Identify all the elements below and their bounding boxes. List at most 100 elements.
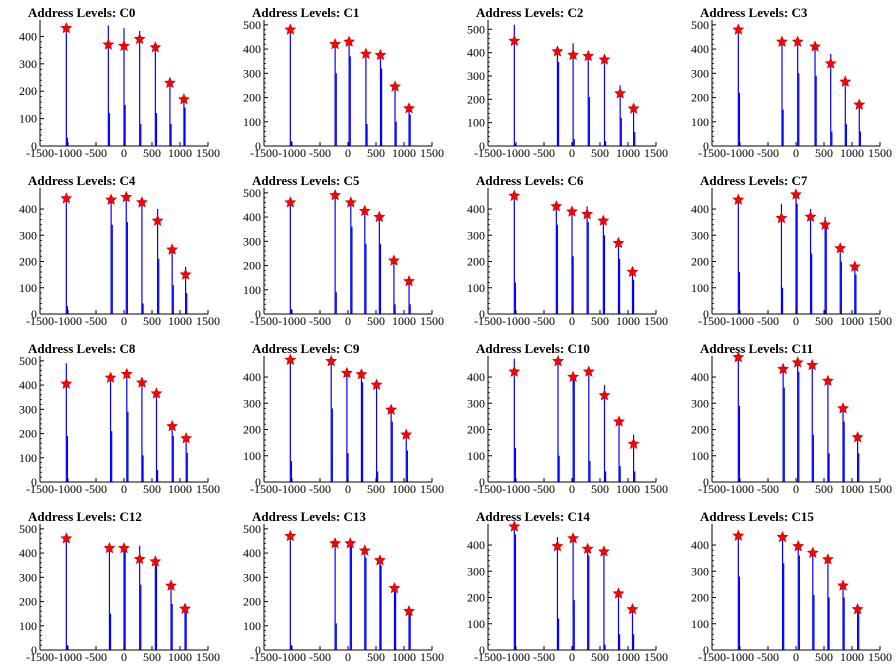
x-tick-label: -500	[85, 482, 107, 496]
peak-marker	[343, 35, 356, 47]
x-tick-label: 1000	[616, 314, 640, 328]
x-tick-label: -500	[757, 314, 779, 328]
chart-svg: 0 100 200 300 400 -1500 -1000 -500 0 500 1000 1500	[691, 188, 892, 328]
peak-marker	[821, 374, 834, 387]
x-tick-label: -500	[757, 146, 779, 160]
peak-marker	[837, 579, 850, 591]
x-tick-label: -500	[85, 146, 107, 160]
peak-marker	[791, 356, 804, 368]
x-tick-label: -500	[309, 146, 331, 160]
x-tick-label: 1000	[616, 650, 640, 664]
x-tick-label: -1000	[726, 314, 754, 328]
y-tick-label: 100	[467, 281, 485, 295]
chart-svg: 0 100 200 300 400 500 -1500 -1000 -500 0 500 1000 15…	[243, 186, 444, 328]
y-tick-label: 100	[467, 617, 485, 631]
peak-marker	[355, 368, 368, 380]
peak-marker	[60, 532, 73, 544]
y-tick-label: 300	[19, 228, 37, 242]
peak-marker	[626, 265, 639, 278]
y-tick-label: 100	[243, 115, 261, 129]
y-tick-label: 400	[467, 370, 485, 384]
y-tick-label: 200	[467, 423, 485, 437]
peak-marker	[613, 415, 626, 427]
x-tick-label: 500	[591, 482, 609, 496]
peak-marker	[325, 354, 338, 367]
peak-marker	[581, 542, 594, 555]
peak-marker	[551, 45, 564, 57]
y-tick-label: 0	[703, 139, 709, 153]
x-tick-label: 0	[345, 650, 351, 664]
chart-panel: Address Levels: C14 0 100 200 300 400 -1500 -10…	[448, 504, 672, 672]
peak-marker	[284, 529, 297, 542]
x-tick-label: 500	[815, 650, 833, 664]
x-tick-label: -1500	[26, 482, 54, 496]
x-tick-label: 0	[121, 650, 127, 664]
chart-title: Address Levels: C14	[476, 509, 590, 524]
y-tick-label: 100	[243, 619, 261, 633]
y-tick-label: 300	[19, 402, 37, 416]
chart-svg: 0 100 200 300 400 500 -1500 -1000 -500 0 500 1000 15…	[19, 522, 220, 664]
y-tick-label: 200	[467, 92, 485, 106]
x-tick-label: 0	[121, 314, 127, 328]
chart-panel: Address Levels: C6 0 100 200 300 400 -1500 -100…	[448, 168, 672, 336]
x-tick-label: 0	[569, 650, 575, 664]
peak-marker	[60, 21, 73, 34]
peak-marker	[403, 102, 416, 114]
x-tick-label: 500	[143, 650, 161, 664]
y-tick-label: 200	[19, 255, 37, 269]
peak-marker	[60, 377, 73, 389]
y-tick-label: 0	[255, 475, 261, 489]
peak-marker	[824, 57, 837, 69]
y-tick-label: 500	[243, 522, 261, 536]
chart-title: Address Levels: C2	[476, 5, 584, 20]
peak-marker	[791, 35, 804, 47]
chart-panel: Address Levels: C1 0 100 200 300 400 500 -1500-…	[224, 0, 448, 168]
chart-title: Address Levels: C9	[252, 341, 360, 356]
peak-marker	[151, 214, 164, 226]
peak-marker	[567, 48, 580, 61]
chart-title: Address Levels: C15	[700, 509, 814, 524]
y-tick-label: 300	[243, 396, 261, 410]
peak-marker	[806, 546, 819, 558]
peak-marker	[851, 431, 864, 443]
chart-panel: Address Levels: C4 0 100 200 300 400 -1500 -100…	[0, 168, 224, 336]
peak-marker	[329, 37, 342, 50]
chart-title: Address Levels: C4	[28, 173, 136, 188]
x-tick-label: -1000	[278, 146, 306, 160]
peak-marker	[853, 98, 866, 110]
x-tick-label: -1500	[698, 482, 726, 496]
x-tick-label: 1500	[196, 314, 220, 328]
chart-svg: 0 100 200 300 400 -1500 -1000 -500 0 500 1000 1500	[467, 520, 668, 664]
peak-marker	[284, 196, 297, 208]
chart-title: Address Levels: C8	[28, 341, 136, 356]
x-tick-label: 0	[793, 314, 799, 328]
y-tick-label: 0	[255, 139, 261, 153]
y-tick-label: 200	[19, 595, 37, 609]
y-tick-label: 0	[479, 307, 485, 321]
chart-title: Address Levels: C5	[252, 173, 360, 188]
x-tick-label: -1500	[250, 482, 278, 496]
peak-marker	[118, 541, 130, 554]
x-tick-label: 1000	[840, 482, 864, 496]
x-tick-label: 500	[815, 146, 833, 160]
peak-marker	[598, 53, 611, 65]
chart-title: Address Levels: C6	[476, 173, 584, 188]
x-tick-label: -500	[309, 314, 331, 328]
peak-marker	[284, 353, 297, 366]
chart-panel: Address Levels: C7 0 100 200 300 400 -1500 -100…	[672, 168, 896, 336]
peak-marker	[133, 32, 146, 45]
y-tick-label: 0	[479, 475, 485, 489]
x-tick-label: 1500	[644, 146, 668, 160]
x-tick-label: 1500	[644, 482, 668, 496]
x-tick-label: 1500	[420, 146, 444, 160]
peak-marker	[165, 579, 178, 591]
x-tick-label: 1000	[168, 146, 192, 160]
x-tick-label: 1500	[196, 650, 220, 664]
peak-marker	[373, 554, 386, 566]
y-tick-label: 400	[19, 546, 37, 560]
peak-marker	[403, 604, 416, 617]
peak-marker	[775, 211, 788, 224]
x-tick-label: 0	[345, 482, 351, 496]
x-tick-label: 1000	[392, 314, 416, 328]
x-tick-label: 0	[121, 482, 127, 496]
